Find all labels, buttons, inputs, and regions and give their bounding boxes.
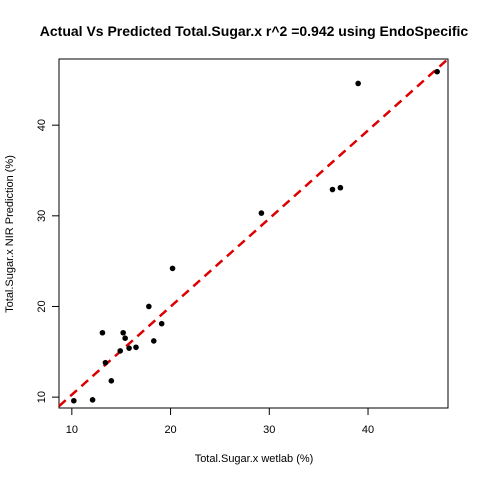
data-point (329, 186, 336, 193)
data-point (102, 359, 109, 366)
data-points (71, 68, 440, 404)
data-point (126, 345, 132, 351)
data-point (89, 397, 96, 403)
plot-frame (58, 58, 449, 409)
data-point (146, 303, 152, 310)
y-tick-label: 20 (36, 300, 48, 312)
y-tick-label: 30 (36, 210, 48, 222)
x-axis-label: Total.Sugar.x wetlab (%) (195, 453, 314, 465)
data-point (108, 378, 115, 384)
data-point (355, 80, 361, 87)
data-point (120, 329, 126, 336)
data-point (71, 397, 77, 404)
data-point (117, 348, 124, 354)
x-tick-label: 20 (164, 424, 176, 436)
y-axis-label: Total.Sugar.x NIR Prediction (%) (4, 155, 16, 313)
data-point (99, 329, 106, 336)
y-tick-label: 10 (36, 391, 48, 403)
x-tick-label: 40 (362, 424, 374, 436)
data-point (133, 344, 139, 351)
chart-title: Actual Vs Predicted Total.Sugar.x r^2 =0… (40, 23, 469, 39)
x-axis: 10 20 30 40 (66, 408, 374, 436)
data-point (258, 210, 265, 216)
data-point (337, 184, 344, 191)
regression-line (58, 58, 449, 408)
y-axis: 10 20 30 40 (36, 119, 59, 403)
data-point (150, 338, 157, 344)
x-tick-label: 10 (66, 424, 78, 436)
y-tick-label: 40 (36, 119, 48, 131)
data-point (158, 320, 165, 327)
data-point (169, 265, 176, 272)
data-point (122, 335, 128, 342)
data-point (434, 68, 440, 75)
x-tick-label: 30 (263, 424, 275, 436)
